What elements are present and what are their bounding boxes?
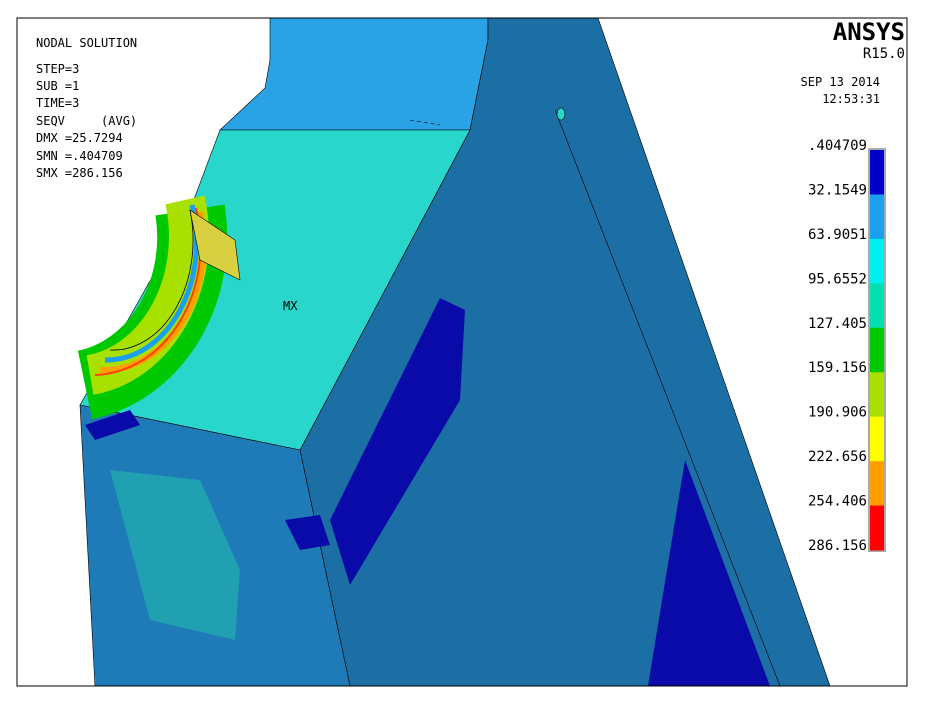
hot-spot (556, 107, 566, 121)
max-marker: MX (283, 299, 298, 313)
legend-label: 190.906 (808, 405, 867, 421)
colorbar-segment (870, 505, 884, 551)
info-line: TIME=3 (36, 96, 79, 110)
info-line: STEP=3 (36, 62, 79, 76)
info-line: NODAL SOLUTION (36, 36, 137, 50)
legend: .404709 32.1549 63.9051 95.6552 127.405 159.1… (808, 138, 886, 554)
time: 12:53:31 (822, 92, 880, 106)
info-line: SMN =.404709 (36, 149, 123, 163)
legend-label: 32.1549 (808, 182, 867, 198)
edge (554, 109, 781, 687)
edge (409, 119, 441, 126)
colorbar-segment (870, 238, 884, 284)
low-region (85, 410, 140, 440)
colorbar-segment (870, 327, 884, 373)
model (76, 17, 831, 687)
ring-contours (76, 195, 228, 420)
hole-edge (109, 209, 194, 351)
legend-label: 63.9051 (808, 227, 867, 243)
legend-label: 159.156 (808, 360, 867, 376)
colorbar-segment (870, 283, 884, 329)
teal-region (110, 470, 240, 640)
colorbar-segment (870, 150, 884, 195)
legend-label: 222.656 (808, 449, 867, 465)
legend-label: .404709 (808, 138, 867, 154)
date: SEP 13 2014 (801, 75, 880, 89)
hole-wall (189, 209, 241, 281)
info-line: SMX =286.156 (36, 166, 123, 180)
info-block: NODAL SOLUTION STEP=3 SUB =1 TIME=3 SEQV (AV… (36, 36, 137, 180)
colorbar-segment (870, 372, 884, 418)
brand: ANSYS (833, 18, 905, 46)
colorbar-segment (870, 461, 884, 507)
colorbar-segment (870, 194, 884, 240)
info-line: DMX =25.7294 (36, 131, 123, 145)
low-region (285, 515, 330, 550)
legend-label: 286.156 (808, 538, 867, 554)
legend-label: 127.405 (808, 316, 867, 332)
info-line: SUB =1 (36, 79, 79, 93)
version: R15.0 (863, 46, 905, 62)
info-line: SEQV (AVG) (36, 114, 137, 128)
low-region (648, 460, 770, 686)
frame (16, 17, 908, 687)
legend-label: 95.6552 (808, 271, 867, 287)
low-region (330, 298, 465, 585)
legend-label: 254.406 (808, 494, 867, 510)
colorbar-segment (870, 416, 884, 462)
